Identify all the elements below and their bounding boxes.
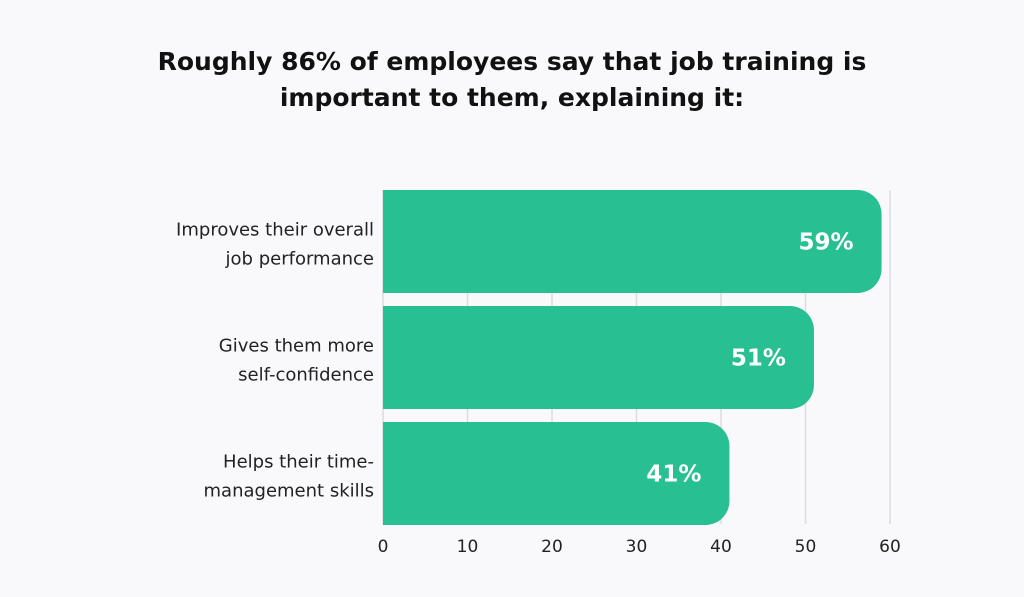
title-line-1: Roughly 86% of employees say that job tr…: [157, 47, 867, 76]
category-label: Gives them more: [219, 336, 374, 357]
x-tick-label: 60: [879, 537, 901, 557]
x-tick-label: 20: [541, 537, 563, 557]
x-tick-label: 40: [710, 537, 732, 557]
data-label: 51%: [731, 346, 786, 372]
x-tick-label: 0: [378, 537, 389, 557]
category-label: Improves their overall: [176, 220, 374, 241]
data-label: 41%: [646, 462, 701, 488]
bar: [383, 306, 814, 409]
category-label: Helps their time-: [223, 452, 374, 473]
title-line-2: important to them, explaining it:: [279, 83, 745, 112]
x-tick-label: 50: [795, 537, 817, 557]
data-label: 59%: [798, 230, 853, 256]
bar: [383, 422, 730, 525]
category-label: self-confidence: [238, 365, 374, 386]
x-tick-label: 30: [626, 537, 648, 557]
bar: [383, 190, 882, 293]
chart-title: Roughly 86% of employees say that job tr…: [0, 44, 1024, 116]
x-tick-label: 10: [457, 537, 479, 557]
category-label: job performance: [225, 249, 374, 270]
category-label: management skills: [204, 481, 374, 502]
